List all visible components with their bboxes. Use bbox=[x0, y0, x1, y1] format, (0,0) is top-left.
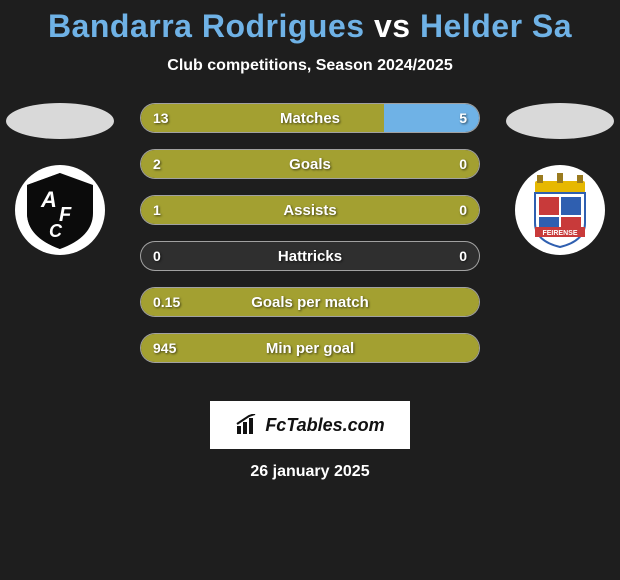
player-right-column: FEIRENSE bbox=[500, 103, 620, 255]
barchart-icon bbox=[235, 414, 261, 436]
player-left-column: A F C bbox=[0, 103, 120, 255]
chart-area: A F C bbox=[0, 103, 620, 393]
bar-fill-left bbox=[141, 104, 384, 132]
bar-fill-left bbox=[141, 288, 479, 316]
svg-text:A: A bbox=[40, 187, 57, 212]
bar-fill-left bbox=[141, 196, 479, 224]
stat-value-right: 0 bbox=[447, 242, 479, 270]
shield-icon: A F C bbox=[15, 165, 105, 255]
stat-row: Goals20 bbox=[140, 149, 480, 179]
stat-bars: Matches135 Goals20 Assists10 Hattricks0 0 Goa… bbox=[140, 103, 480, 379]
bar-fill-left bbox=[141, 150, 479, 178]
footer-logo: FcTables.com bbox=[210, 401, 410, 449]
crest-icon: FEIRENSE bbox=[515, 165, 605, 255]
stat-row: Hattricks0 0 bbox=[140, 241, 480, 271]
club-badge-right: FEIRENSE bbox=[515, 165, 605, 255]
bar-fill-right bbox=[384, 104, 479, 132]
title-player2: Helder Sa bbox=[420, 8, 572, 44]
footer-logo-text: FcTables.com bbox=[265, 415, 384, 436]
svg-text:C: C bbox=[49, 221, 63, 241]
stat-row: Matches135 bbox=[140, 103, 480, 133]
bar-fill-left bbox=[141, 334, 479, 362]
stat-row: Goals per match0.15 bbox=[140, 287, 480, 317]
stat-row: Min per goal945 bbox=[140, 333, 480, 363]
svg-text:FEIRENSE: FEIRENSE bbox=[542, 230, 577, 237]
subtitle: Club competitions, Season 2024/2025 bbox=[0, 57, 620, 75]
stat-row: Assists10 bbox=[140, 195, 480, 225]
page-title: Bandarra Rodrigues vs Helder Sa bbox=[0, 8, 620, 45]
player-left-silhouette bbox=[6, 103, 114, 139]
club-badge-left: A F C bbox=[15, 165, 105, 255]
title-vs: vs bbox=[374, 8, 411, 44]
stat-value-left: 0 bbox=[141, 242, 173, 270]
player-right-silhouette bbox=[506, 103, 614, 139]
title-player1: Bandarra Rodrigues bbox=[48, 8, 365, 44]
footer-date: 26 january 2025 bbox=[0, 463, 620, 481]
comparison-infographic: Bandarra Rodrigues vs Helder Sa Club com… bbox=[0, 0, 620, 580]
stat-label: Hattricks bbox=[141, 242, 479, 270]
